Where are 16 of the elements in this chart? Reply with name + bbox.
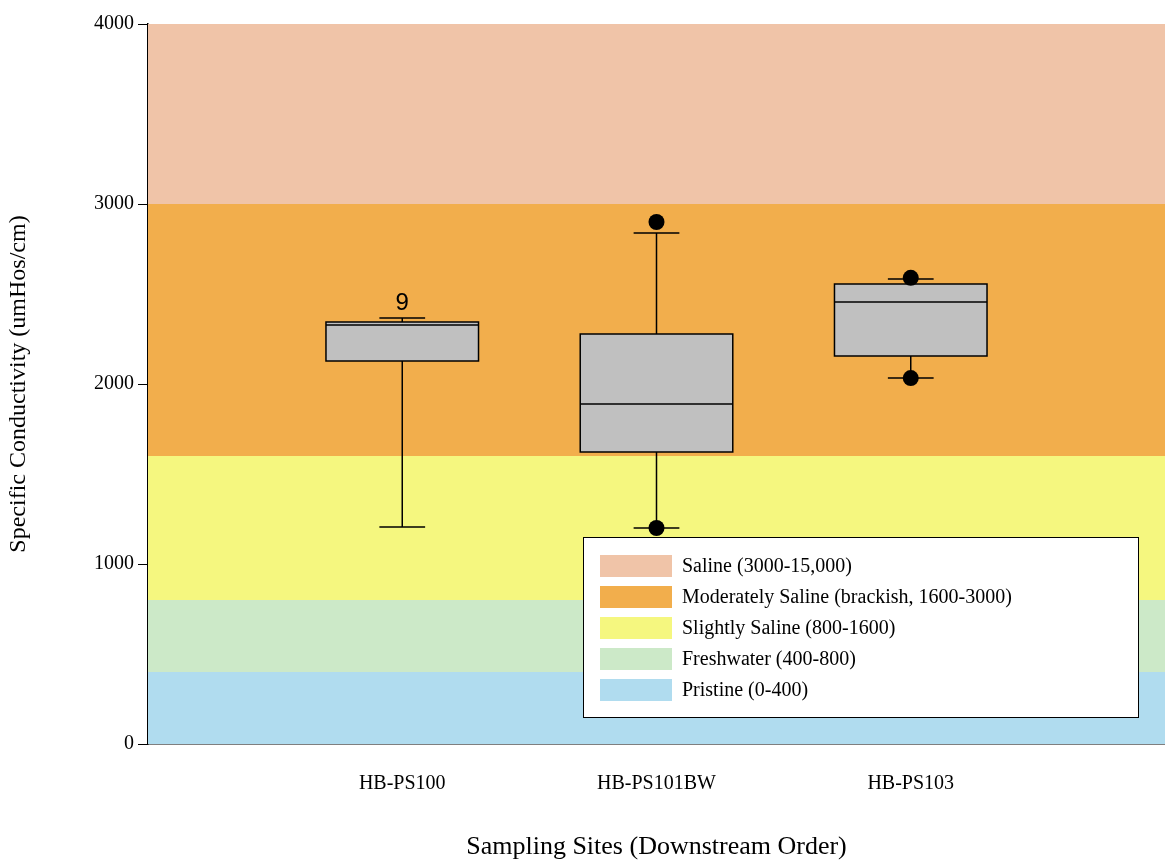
band-label: Pristine (0-400) xyxy=(682,678,809,701)
legend-label: Moderately Saline (brackish, 1600-3000) xyxy=(682,585,1012,608)
legend-label: Saline (3000-15,000) xyxy=(682,554,852,577)
y-tick-label: 4000 xyxy=(94,11,134,34)
y-tick-label: 0 xyxy=(124,731,134,754)
legend-label: Slightly Saline (800-1600) xyxy=(682,616,896,639)
y-tick-label: 2000 xyxy=(94,371,134,394)
y-tick-label: 1000 xyxy=(94,551,134,574)
x-tick-label: HB-PS100 xyxy=(358,771,446,794)
x-tick-label: HB-PS103 xyxy=(867,771,955,794)
y-axis-title: Specific Conductivity (umHos/cm) xyxy=(3,215,30,553)
x-tick-label: HB-PS101BW xyxy=(597,771,717,794)
band-label: Freshwater (400-800) xyxy=(682,647,856,670)
x-axis-title: Sampling Sites (Downstream Order) xyxy=(466,831,847,861)
annotation: 9 xyxy=(395,288,409,316)
y-tick-label: 3000 xyxy=(94,191,134,214)
